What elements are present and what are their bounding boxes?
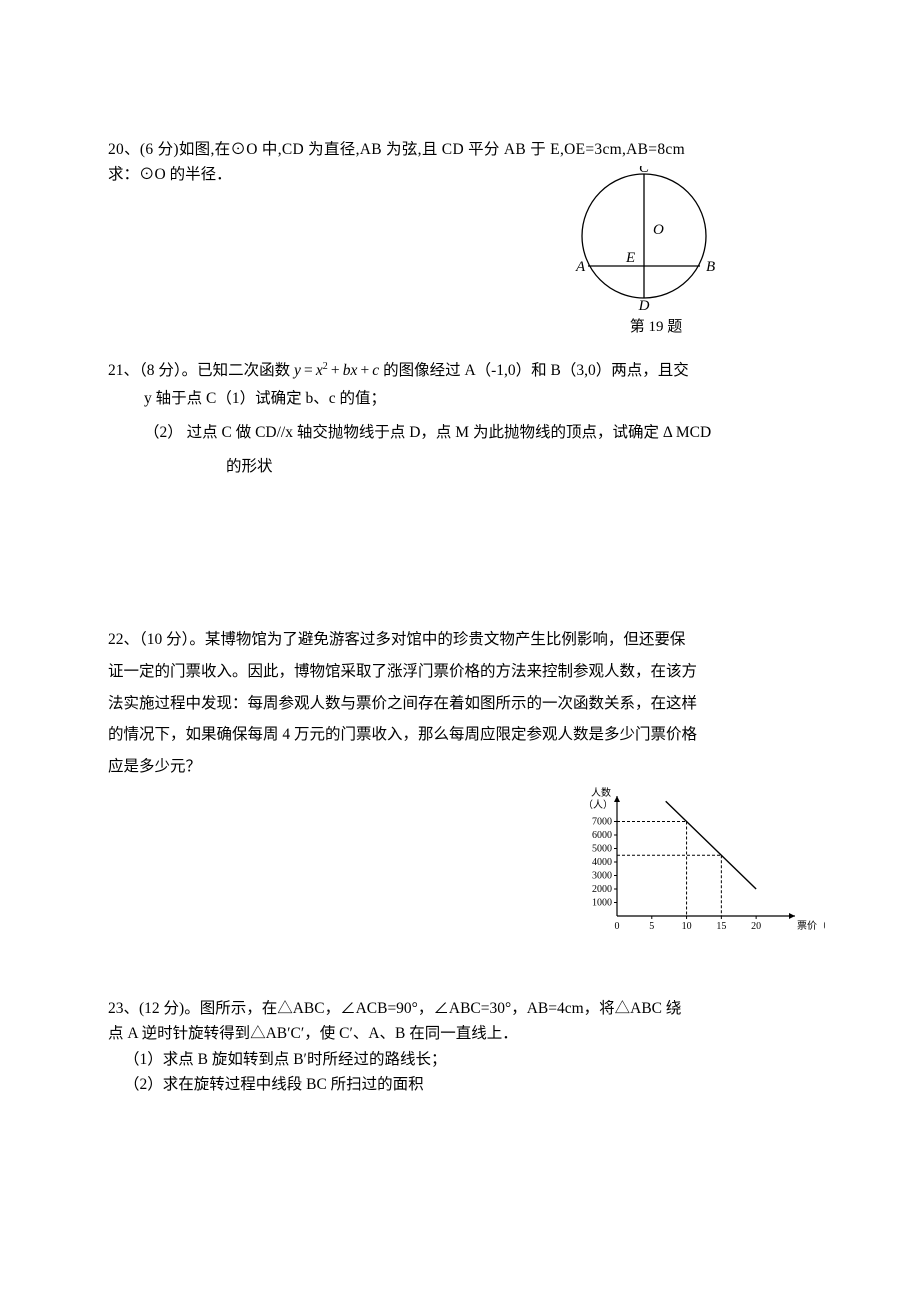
formula-x: x xyxy=(316,362,323,379)
x-axis-label: 票价（元） xyxy=(797,920,825,932)
y-axis-arrow xyxy=(614,796,620,802)
y-tick-label: 5000 xyxy=(592,844,612,855)
p23-sub1: （1）求点 B 旋如转到点 B′时所经过的路线长； xyxy=(124,1048,812,1073)
problem-21: 21、（8 分）。已知二次函数 y = x2 + bx + c 的图像经过 A（… xyxy=(108,359,812,485)
p22-line3: 法实施过程中发现：每周参观人数与票价之间存在着如图所示的一次函数关系，在这样 xyxy=(108,688,812,720)
p22-line4: 的情况下，如果确保每周 4 万元的门票收入，那么每周应限定参观人数是多少门票价格 xyxy=(108,719,812,751)
label-C: C xyxy=(639,166,650,176)
figure-chart: 0 5 10 15 20 1000 2000 3000 4000 5000 6000 7000 人数（人… xyxy=(565,784,825,939)
figure-caption: 第 19 题 xyxy=(566,316,746,339)
label-B: B xyxy=(706,259,715,275)
p22-line5: 应是多少元？ xyxy=(108,751,812,783)
circle-svg: C O E A B D xyxy=(566,166,726,311)
y-axis-unit: （人） xyxy=(583,799,613,811)
label-O: O xyxy=(653,222,664,238)
y-axis-label: 人数 xyxy=(591,786,611,799)
p23-sub2: （2）求在旋转过程中线段 BC 所扫过的面积 xyxy=(124,1073,812,1098)
x-tick-label: 5 xyxy=(649,921,654,932)
label-A: A xyxy=(575,259,586,275)
formula-eq: = xyxy=(301,362,316,379)
figure-circle: C O E A B D 第 19 题 xyxy=(566,166,746,346)
problem-22: 22、（10 分）。某博物馆为了避免游客过多对馆中的珍贵文物产生比例影响，但还要… xyxy=(108,624,812,783)
p21-line4: 的形状 xyxy=(226,450,812,484)
y-tick-label: 3000 xyxy=(592,871,612,882)
formula-y: y xyxy=(294,362,301,379)
x-tick-label: 15 xyxy=(716,921,726,932)
y-tick-label: 4000 xyxy=(592,857,612,868)
chart-svg: 0 5 10 15 20 1000 2000 3000 4000 5000 6000 7000 人数（人… xyxy=(565,784,825,939)
y-tick-label: 7000 xyxy=(592,817,612,828)
p21-line1a: 21、（8 分）。已知二次函数 xyxy=(108,362,294,379)
x-tick-label: 20 xyxy=(751,921,761,932)
label-D: D xyxy=(638,298,650,311)
p20-line1: 20、(6 分)如图,在⊙O 中,CD 为直径,AB 为弦,且 CD 平分 AB… xyxy=(108,138,812,161)
x-axis-arrow xyxy=(789,913,795,919)
p23-line1: 23、(12 分)。图所示，在△ABC，∠ACB=90°，∠ABC=30°，AB… xyxy=(108,997,812,1022)
p21-line1: 21、（8 分）。已知二次函数 y = x2 + bx + c 的图像经过 A（… xyxy=(108,359,812,382)
y-tick-label: 6000 xyxy=(592,830,612,841)
p21-line2: y 轴于点 C（1）试确定 b、c 的值； xyxy=(144,382,812,416)
formula-p1: + xyxy=(328,362,343,379)
y-tick-label: 1000 xyxy=(592,898,612,909)
label-E: E xyxy=(625,250,635,266)
x-tick-label: 0 xyxy=(615,921,620,932)
p22-line2: 证一定的门票收入。因此，博物馆采取了涨浮门票价格的方法来控制参观人数，在该方 xyxy=(108,656,812,688)
page: 20、(6 分)如图,在⊙O 中,CD 为直径,AB 为弦,且 CD 平分 AB… xyxy=(0,0,920,1302)
p23-line2: 点 A 逆时针旋转得到△AB′C′，使 C′、A、B 在同一直线上． xyxy=(108,1022,812,1047)
x-tick-label: 10 xyxy=(682,921,692,932)
problem-23: 23、(12 分)。图所示，在△ABC，∠ACB=90°，∠ABC=30°，AB… xyxy=(108,997,812,1098)
formula-p2: + xyxy=(357,362,372,379)
y-tick-label: 2000 xyxy=(592,884,612,895)
p21-line1b: 的图像经过 A（-1,0）和 B（3,0）两点，且交 xyxy=(379,362,689,379)
p21-line3: （2） 过点 C 做 CD//x 轴交抛物线于点 D，点 M 为此抛物线的顶点，… xyxy=(144,416,812,450)
data-line xyxy=(666,801,756,889)
p22-line1: 22、（10 分）。某博物馆为了避免游客过多对馆中的珍贵文物产生比例影响，但还要… xyxy=(108,624,812,656)
